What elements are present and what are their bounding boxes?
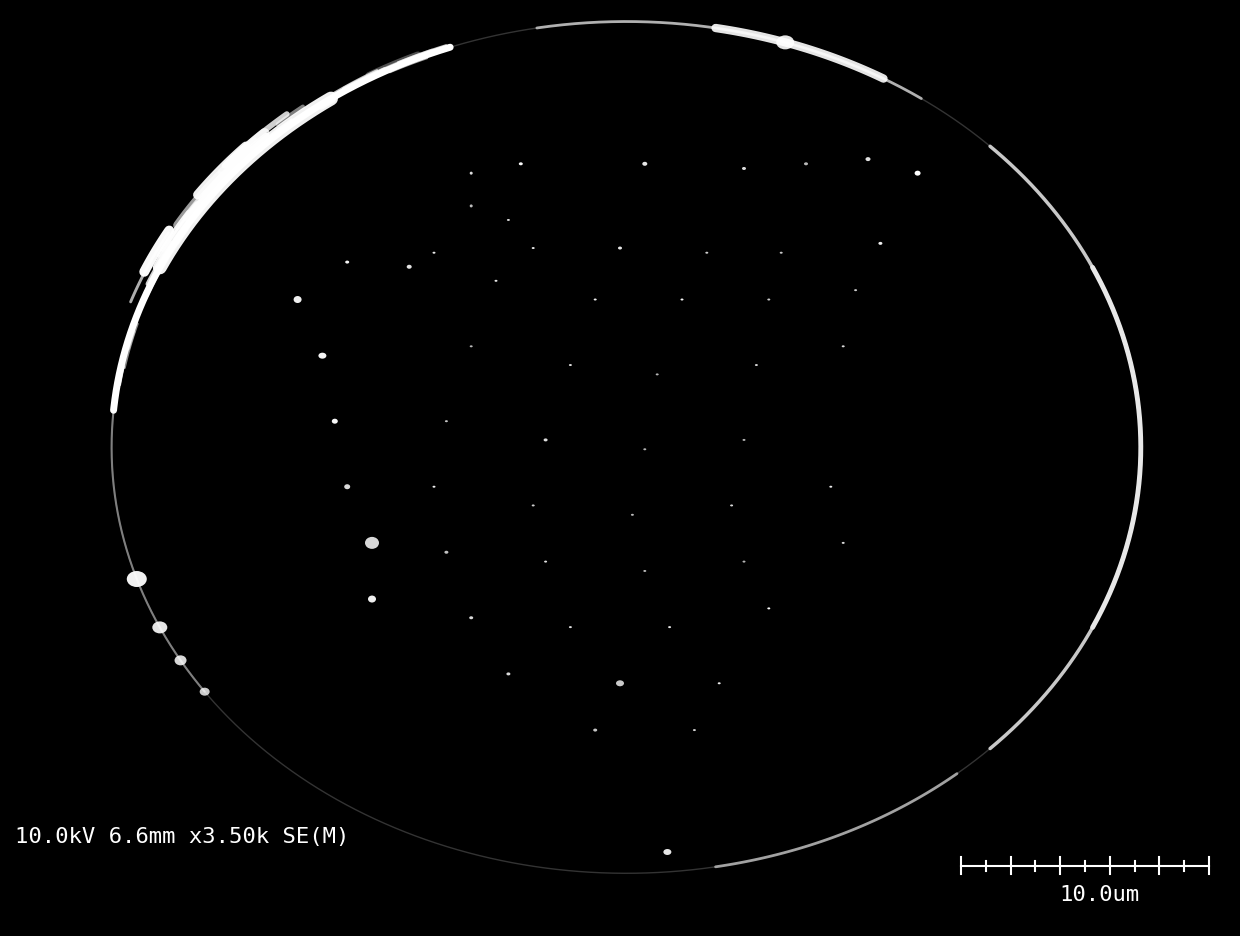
Text: 10.0um: 10.0um (1060, 885, 1140, 905)
Ellipse shape (768, 607, 770, 609)
Ellipse shape (866, 157, 870, 161)
Ellipse shape (507, 219, 510, 221)
Ellipse shape (469, 616, 474, 620)
Text: 10.0kV 6.6mm x3.50k SE(M): 10.0kV 6.6mm x3.50k SE(M) (15, 827, 350, 847)
Ellipse shape (470, 204, 472, 208)
Ellipse shape (776, 36, 795, 50)
Ellipse shape (642, 162, 647, 166)
Ellipse shape (593, 728, 598, 732)
Ellipse shape (656, 373, 658, 375)
Ellipse shape (915, 170, 920, 176)
Ellipse shape (730, 505, 733, 506)
Ellipse shape (830, 486, 832, 488)
Ellipse shape (616, 680, 624, 686)
Ellipse shape (644, 570, 646, 572)
Ellipse shape (842, 542, 844, 544)
Ellipse shape (743, 439, 745, 441)
Ellipse shape (718, 682, 720, 684)
Ellipse shape (693, 729, 696, 731)
Ellipse shape (706, 252, 708, 254)
Ellipse shape (332, 418, 337, 424)
Ellipse shape (755, 364, 758, 366)
Ellipse shape (681, 299, 683, 300)
Ellipse shape (618, 246, 622, 250)
Ellipse shape (495, 280, 497, 282)
Ellipse shape (470, 171, 472, 175)
Ellipse shape (569, 626, 572, 628)
Ellipse shape (768, 299, 770, 300)
Ellipse shape (433, 252, 435, 254)
Ellipse shape (345, 260, 350, 264)
Ellipse shape (569, 364, 572, 366)
Ellipse shape (407, 265, 412, 269)
Ellipse shape (544, 561, 547, 563)
Ellipse shape (175, 655, 186, 665)
Ellipse shape (368, 595, 376, 603)
Ellipse shape (878, 241, 883, 245)
Ellipse shape (345, 484, 350, 490)
Ellipse shape (470, 345, 472, 347)
Ellipse shape (663, 849, 671, 855)
Ellipse shape (743, 561, 745, 563)
Ellipse shape (444, 550, 449, 554)
Ellipse shape (518, 162, 523, 166)
Ellipse shape (532, 247, 534, 249)
Ellipse shape (842, 345, 844, 347)
Ellipse shape (668, 626, 671, 628)
Ellipse shape (804, 162, 808, 166)
Ellipse shape (543, 438, 548, 442)
Ellipse shape (594, 299, 596, 300)
Ellipse shape (153, 622, 167, 634)
Ellipse shape (445, 420, 448, 422)
Ellipse shape (365, 537, 379, 548)
Ellipse shape (854, 289, 857, 291)
Ellipse shape (126, 571, 146, 587)
Ellipse shape (433, 486, 435, 488)
Ellipse shape (506, 672, 511, 676)
Ellipse shape (294, 296, 301, 303)
Ellipse shape (742, 167, 746, 170)
Ellipse shape (644, 448, 646, 450)
Ellipse shape (319, 353, 326, 358)
Ellipse shape (200, 688, 210, 695)
Ellipse shape (631, 514, 634, 516)
Ellipse shape (780, 252, 782, 254)
Ellipse shape (532, 505, 534, 506)
